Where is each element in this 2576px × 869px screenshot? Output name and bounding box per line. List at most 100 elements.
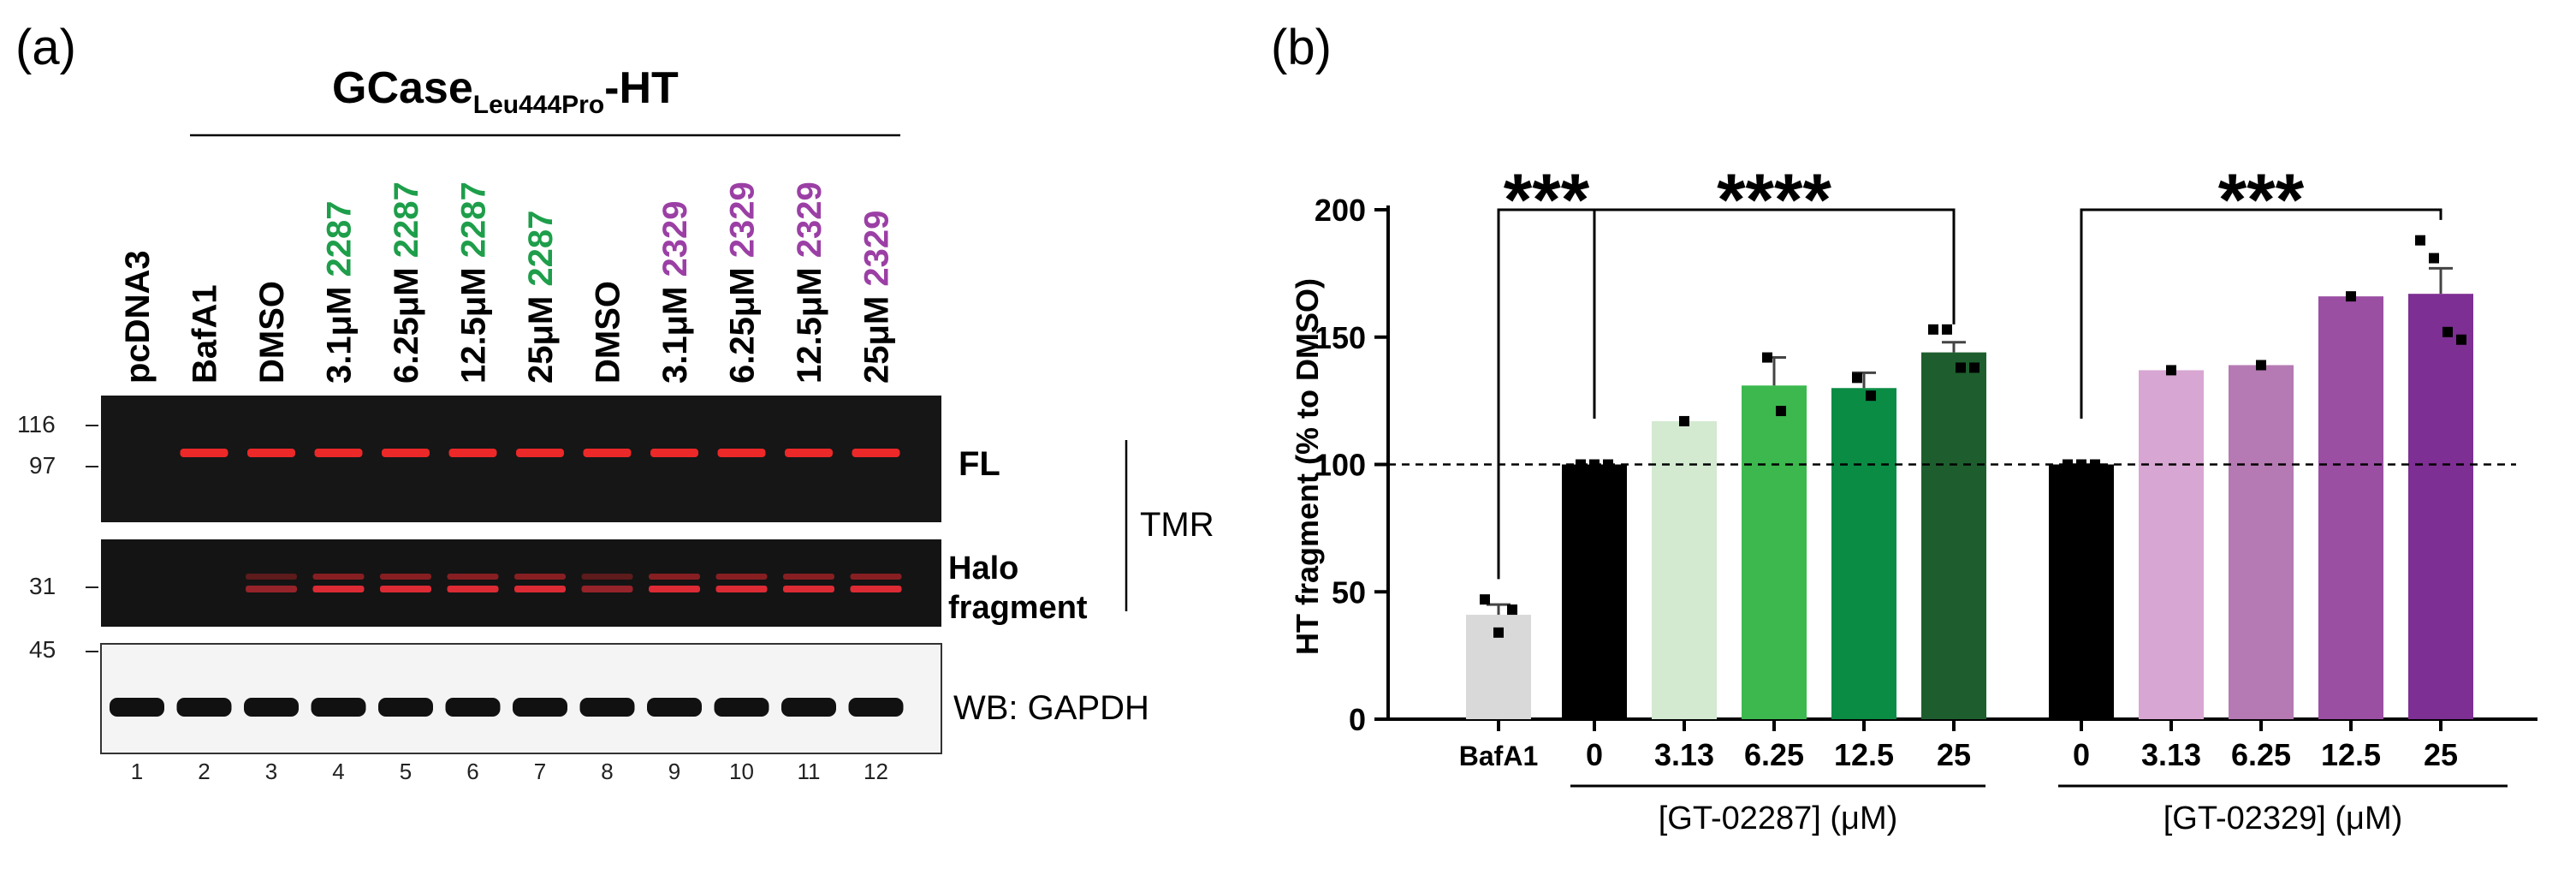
panel-a-label: (a) <box>15 20 76 75</box>
lane-label: pcDNA3 <box>119 250 157 384</box>
data-point <box>2346 291 2356 302</box>
significance-bracket <box>2080 208 2442 419</box>
construct-title: GCaseLeu444Pro-HT <box>190 63 900 137</box>
panel-a: (a) GCaseLeu444Pro-HT pcDNA3 1 BafA1 2 DMSO 3… <box>15 20 1214 784</box>
data-point <box>2166 365 2176 376</box>
y-tick-label: 100 <box>1315 448 1366 483</box>
blot-halo-fragment <box>101 539 941 627</box>
x-tick-label: BafA1 <box>1459 741 1538 771</box>
lane-number: 11 <box>798 759 821 784</box>
halo-band-upper <box>850 574 902 580</box>
y-tick-label: 50 <box>1332 574 1366 610</box>
lane-dose: BafA1 <box>187 284 224 384</box>
fl-band <box>717 449 766 457</box>
data-point <box>2256 360 2266 371</box>
data-point <box>1762 352 1772 363</box>
lane-number: 6 <box>466 759 478 784</box>
lane-label: 6.25μM 2329 <box>724 182 762 384</box>
data-point <box>2442 326 2453 337</box>
lane-label: DMSO <box>253 281 291 384</box>
data-point <box>2090 459 2100 470</box>
lane-labels: pcDNA3 1 BafA1 2 DMSO 3 3.1μM 2287 4 6.25μM 2287… <box>119 182 896 784</box>
fl-band <box>650 449 698 457</box>
lane-dose: DMSO <box>590 281 627 384</box>
halo-band-upper <box>312 574 365 580</box>
panel-b: (b) HT fragment (% to DMSO) 0 50 100 150 200… <box>1271 20 2537 836</box>
mw-97: 97 <box>29 452 56 479</box>
gapdh-band <box>378 698 433 717</box>
data-point <box>2456 334 2466 345</box>
x-tick-label: 25 <box>2424 737 2458 772</box>
bar <box>2229 365 2294 719</box>
data-point <box>2415 235 2425 246</box>
lane-number: 4 <box>332 759 344 784</box>
halo-band-upper <box>447 574 499 580</box>
lane-dose: 6.25μM <box>388 267 425 384</box>
halo-band-upper <box>783 574 834 580</box>
data-point <box>1956 362 1966 373</box>
lane-label: DMSO <box>590 281 627 384</box>
lane-dose: pcDNA3 <box>119 250 157 384</box>
lane-dose: 6.25μM <box>724 267 762 384</box>
lane-number: 5 <box>400 759 412 784</box>
fl-band <box>583 449 632 457</box>
bar <box>1921 352 1986 719</box>
lane-dose: 3.1μM <box>321 287 359 384</box>
group-label: [GT-02329] (μM) <box>2163 801 2403 836</box>
lane-compound: 2287 <box>522 211 560 296</box>
mw-31: 31 <box>29 573 56 599</box>
data-point <box>2429 253 2439 264</box>
lane-label: 25μM 2287 <box>522 211 560 384</box>
halo-band-upper <box>380 574 431 580</box>
halo-band-upper <box>715 574 768 580</box>
lane-compound: 2287 <box>455 182 493 267</box>
gapdh-band <box>244 698 299 717</box>
bar <box>1742 385 1807 719</box>
x-tick-label: 0 <box>2073 737 2090 772</box>
gapdh-band <box>110 698 164 717</box>
group-label: [GT-02287] (μM) <box>1659 801 1898 836</box>
label-fl: FL <box>959 445 1000 483</box>
data-point <box>1942 324 1952 335</box>
lane-label: BafA1 <box>187 284 224 384</box>
label-fragment: fragment <box>948 590 1088 626</box>
x-tick-label: 12.5 <box>1834 737 1894 772</box>
gapdh-band <box>176 698 232 717</box>
y-tick-label: 200 <box>1315 193 1366 228</box>
lane-dose: 25μM <box>522 296 560 384</box>
data-point <box>1852 372 1862 384</box>
chart-ylabel: HT fragment (% to DMSO) <box>1290 278 1325 655</box>
data-point <box>1480 594 1490 605</box>
x-tick-label: 6.25 <box>1744 737 1804 772</box>
lane-compound: 2287 <box>321 200 359 286</box>
fl-band <box>314 449 363 457</box>
y-tick-label: 0 <box>1349 702 1366 737</box>
data-point <box>2076 459 2086 470</box>
lane-compound: 2329 <box>858 211 896 296</box>
lane-compound: 2329 <box>656 200 694 286</box>
x-tick-label: 25 <box>1937 737 1971 772</box>
halo-band-lower <box>312 586 365 592</box>
label-halo: Halo <box>948 551 1018 586</box>
halo-band-lower <box>246 586 297 592</box>
significance-bracket <box>1593 208 1956 419</box>
halo-band-lower <box>514 586 566 592</box>
fl-band <box>448 449 497 457</box>
lane-number: 8 <box>601 759 613 784</box>
gapdh-band <box>714 698 769 717</box>
gapdh-band <box>579 698 635 717</box>
construct-title-text: GCaseLeu444Pro-HT <box>332 63 679 119</box>
lane-number: 3 <box>265 759 277 784</box>
halo-band-lower <box>447 586 499 592</box>
label-tmr: TMR <box>1140 506 1214 544</box>
x-tick-label: 12.5 <box>2321 737 2381 772</box>
fl-band <box>180 449 229 457</box>
lane-number: 7 <box>534 759 546 784</box>
lane-dose: 3.1μM <box>656 287 694 384</box>
lane-number: 9 <box>668 759 680 784</box>
lane-label: 6.25μM 2287 <box>388 182 425 384</box>
bar <box>2049 464 2114 719</box>
lane-label: 3.1μM 2287 <box>321 200 359 384</box>
data-point <box>1928 324 1938 335</box>
bar <box>2408 294 2473 719</box>
